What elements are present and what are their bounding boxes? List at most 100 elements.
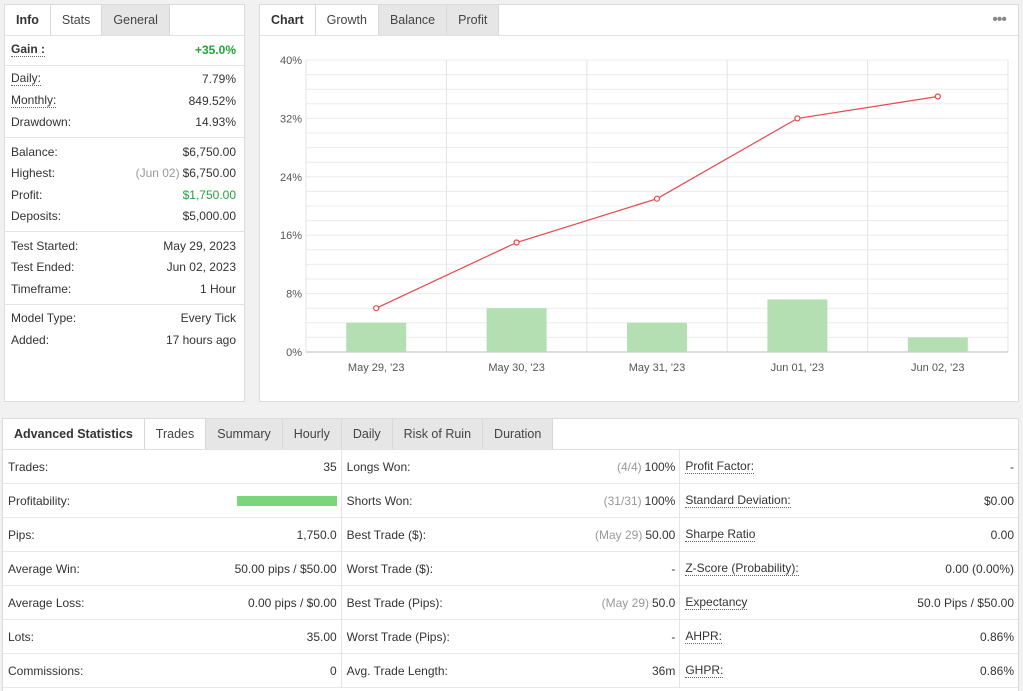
info-row-monthly: Monthly: 849.52% xyxy=(11,90,236,112)
info-value-text: 17 hours ago xyxy=(165,332,236,347)
info-row-drawdown: Drawdown: 14.93% xyxy=(11,112,236,134)
info-group: Model Type: Every Tick Added: 17 hours ago xyxy=(5,305,244,355)
stat-value: 50.00 pips / $50.00 xyxy=(235,562,337,576)
more-dots-icon[interactable]: ••• xyxy=(992,11,1007,28)
tab-duration[interactable]: Duration xyxy=(483,419,554,449)
tab-hourly[interactable]: Hourly xyxy=(282,419,342,449)
stat-value-text: 0.86% xyxy=(979,629,1015,644)
info-value-text: $6,750.00 xyxy=(182,144,236,159)
stat-value-prefix: (31/31) xyxy=(603,493,642,508)
y-tick-label: 40% xyxy=(280,55,302,67)
info-value: 14.93% xyxy=(195,115,236,129)
stats-column: Profit Factor: - Standard Deviation: $0.00 S… xyxy=(680,450,1019,688)
stat-value: 36m xyxy=(652,664,675,678)
tab-stats[interactable]: Stats xyxy=(50,5,103,35)
stat-row-standard-deviation: Standard Deviation: $0.00 xyxy=(680,484,1019,518)
stat-label: Average Loss: xyxy=(8,595,85,610)
line-point xyxy=(373,305,380,312)
stat-value-text: 50.0 xyxy=(651,595,676,610)
info-value-text: $1,750.00 xyxy=(182,187,236,202)
stat-value: - xyxy=(671,562,675,576)
info-row-test-started: Test Started: May 29, 2023 xyxy=(11,235,236,257)
stat-value: (May 29) 50.0 xyxy=(602,596,676,610)
stat-value-text: 50.00 pips / $50.00 xyxy=(234,561,337,576)
stat-label[interactable]: Sharpe Ratio xyxy=(685,526,756,542)
stat-row-avg-trade-length: Avg. Trade Length: 36m xyxy=(341,654,680,688)
stat-label[interactable]: Expectancy xyxy=(685,594,748,610)
info-row-deposits: Deposits: $5,000.00 xyxy=(11,206,236,228)
y-tick-label: 16% xyxy=(280,230,302,242)
stat-label[interactable]: GHPR: xyxy=(685,662,724,678)
tab-daily[interactable]: Daily xyxy=(341,419,393,449)
stat-value: 0 xyxy=(330,664,337,678)
info-group: Test Started: May 29, 2023 Test Ended: Jun … xyxy=(5,232,244,305)
stats-column: Trades: 35 Profitability: Pips: 1,750.0 Avera… xyxy=(3,450,342,688)
stat-value-text: 36m xyxy=(652,663,676,678)
info-value: $6,750.00 xyxy=(183,145,236,159)
stat-label: Average Win: xyxy=(8,561,80,576)
tab-trades[interactable]: Trades xyxy=(144,419,207,449)
stat-row-ghpr: GHPR: 0.86% xyxy=(680,654,1019,688)
stat-row-best-trade: Best Trade ($): (May 29) 50.00 xyxy=(341,518,680,552)
tab-profit[interactable]: Profit xyxy=(447,5,500,35)
info-label: Drawdown: xyxy=(11,115,72,130)
stat-value-text: - xyxy=(1010,459,1015,474)
info-label[interactable]: Daily: xyxy=(11,71,42,87)
stat-value-text: 0.00 xyxy=(990,527,1015,542)
stat-label[interactable]: Standard Deviation: xyxy=(685,492,791,508)
stat-label: Lots: xyxy=(8,629,35,644)
tab-growth[interactable]: Growth xyxy=(315,5,379,35)
tab-info[interactable]: Info xyxy=(5,5,51,35)
stat-row-shorts-won: Shorts Won: (31/31) 100% xyxy=(341,484,680,518)
stat-label[interactable]: AHPR: xyxy=(685,628,723,644)
stat-label: Worst Trade (Pips): xyxy=(346,629,450,644)
info-label[interactable]: Monthly: xyxy=(11,92,57,108)
stat-label: Avg. Trade Length: xyxy=(346,663,448,678)
y-tick-label: 8% xyxy=(286,289,302,301)
info-value-text: 7.79% xyxy=(201,72,236,87)
info-value: Every Tick xyxy=(181,311,236,325)
tab-risk-of-ruin[interactable]: Risk of Ruin xyxy=(392,419,484,449)
stat-value: (31/31) 100% xyxy=(604,494,676,508)
info-label: Test Started: xyxy=(11,238,79,253)
stat-value: 35 xyxy=(323,460,336,474)
x-tick-label: May 29, '23 xyxy=(348,362,405,374)
stat-value: - xyxy=(671,630,675,644)
line-point xyxy=(653,195,661,202)
tab-summary[interactable]: Summary xyxy=(206,419,283,449)
info-value-date: (Jun 02) xyxy=(135,166,180,181)
stat-label[interactable]: Profit Factor: xyxy=(685,458,755,474)
info-value-text: 1 Hour xyxy=(199,281,236,296)
info-label: Timeframe: xyxy=(11,281,72,296)
tab-general[interactable]: General xyxy=(102,5,170,35)
info-row-test-ended: Test Ended: Jun 02, 2023 xyxy=(11,257,236,279)
stat-value-text: 0.00 pips / $0.00 xyxy=(247,595,337,610)
stat-value-prefix: (May 29) xyxy=(601,595,649,610)
info-value: 7.79% xyxy=(202,72,236,86)
stat-row-sharpe-ratio: Sharpe Ratio 0.00 xyxy=(680,518,1019,552)
tab-balance[interactable]: Balance xyxy=(378,5,448,35)
bar-mark xyxy=(627,322,687,352)
stat-value-text: 35.00 xyxy=(306,629,337,644)
info-groups: Gain : +35.0% Daily: 7.79% Monthly: 849.52% Dr… xyxy=(5,36,244,355)
stat-value-text: - xyxy=(671,561,676,576)
stats-column: Longs Won: (4/4) 100% Shorts Won: (31/31) 100… xyxy=(341,450,681,688)
info-label[interactable]: Gain : xyxy=(11,41,46,57)
stat-value: 0.00 pips / $0.00 xyxy=(248,596,337,610)
info-value: 17 hours ago xyxy=(166,333,236,347)
stat-value-text: 100% xyxy=(644,459,676,474)
growth-chart: 0% 8% 16% 24% 32% 40% May 29, '23 May 30, '23 Ma… xyxy=(280,55,1009,374)
stat-row-trades: Trades: 35 xyxy=(3,450,341,484)
info-label: Profit: xyxy=(11,187,43,202)
stat-value-text: 0.00 (0.00%) xyxy=(945,561,1015,576)
stat-row-profitability: Profitability: xyxy=(3,484,341,518)
stat-label: Pips: xyxy=(8,527,35,542)
x-tick-label: Jun 02, '23 xyxy=(911,362,964,374)
stat-value: (4/4) 100% xyxy=(617,460,675,474)
stat-label[interactable]: Z-Score (Probability): xyxy=(685,560,799,576)
y-tick-label: 24% xyxy=(280,172,302,184)
info-value: $1,750.00 xyxy=(183,188,236,202)
bar-mark xyxy=(346,322,407,352)
stat-row-profit-factor: Profit Factor: - xyxy=(680,450,1019,484)
stat-label: Worst Trade ($): xyxy=(346,561,434,576)
